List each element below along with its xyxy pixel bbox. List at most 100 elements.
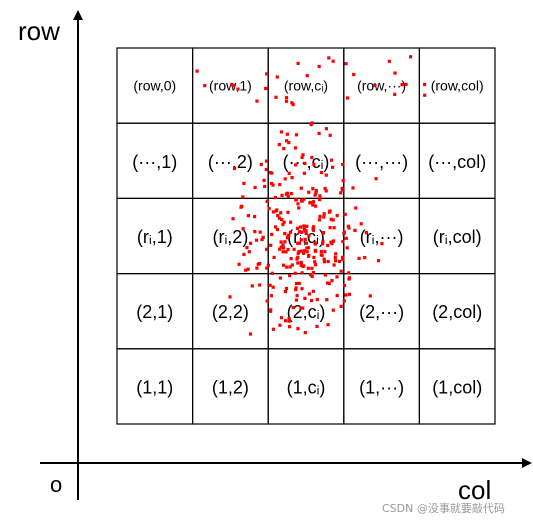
scatter-point — [301, 153, 305, 157]
scatter-point — [313, 263, 318, 267]
scatter-point — [260, 237, 264, 242]
scatter-point — [288, 230, 293, 234]
scatter-point — [241, 195, 245, 199]
scatter-point — [306, 266, 310, 270]
scatter-point — [287, 319, 291, 323]
scatter-point — [294, 298, 299, 302]
scatter-point — [279, 245, 283, 249]
scatter-point — [254, 238, 259, 242]
scatter-point — [253, 230, 257, 234]
scatter-point — [294, 286, 298, 290]
scatter-point — [335, 214, 339, 218]
scatter-point — [374, 177, 378, 181]
scatter-point — [295, 197, 299, 202]
scatter-point — [296, 261, 300, 265]
cell-label: (2,···) — [359, 302, 404, 322]
scatter-point — [307, 190, 311, 194]
scatter-point — [236, 87, 240, 91]
scatter-point — [354, 206, 358, 210]
scatter-point — [274, 209, 278, 213]
scatter-point — [275, 75, 279, 79]
scatter-point — [288, 325, 292, 329]
scatter-point — [279, 316, 284, 320]
scatter-point — [231, 217, 235, 221]
scatter-point — [313, 193, 317, 197]
scatter-point — [295, 226, 299, 230]
scatter-point — [287, 141, 291, 145]
scatter-point — [255, 99, 259, 103]
scatter-point — [269, 308, 273, 312]
scatter-point — [233, 166, 237, 170]
scatter-point — [304, 229, 308, 233]
cell-label: (rᵢ,1) — [137, 227, 173, 247]
scatter-point — [404, 82, 408, 86]
scatter-point — [373, 83, 377, 87]
scatter-point — [271, 210, 276, 214]
scatter-point — [244, 268, 248, 272]
scatter-point — [278, 276, 282, 280]
scatter-point — [294, 163, 298, 167]
scatter-point — [314, 204, 318, 208]
scatter-point — [295, 293, 299, 298]
scatter-point — [296, 241, 300, 245]
scatter-point — [195, 69, 199, 73]
scatter-point — [284, 192, 288, 196]
scatter-point — [291, 305, 295, 310]
scatter-point — [302, 249, 306, 253]
scatter-point — [347, 276, 351, 280]
scatter-point — [345, 246, 349, 250]
scatter-point — [282, 147, 286, 151]
scatter-point — [341, 162, 345, 166]
scatter-point — [321, 231, 325, 235]
scatter-point — [317, 218, 322, 222]
scatter-point — [343, 212, 347, 216]
scatter-point — [325, 281, 330, 285]
scatter-point — [351, 186, 355, 190]
scatter-point — [340, 186, 344, 190]
scatter-point — [258, 283, 262, 287]
scatter-point — [341, 257, 345, 262]
scatter-point — [269, 243, 273, 247]
scatter-point — [292, 247, 296, 251]
scatter-point — [270, 232, 274, 236]
scatter-point — [301, 306, 305, 310]
scatter-point — [357, 256, 361, 260]
scatter-point — [242, 181, 246, 185]
cell-label: (rᵢ,col) — [433, 227, 482, 247]
scatter-point — [285, 265, 289, 269]
scatter-point — [248, 332, 253, 336]
scatter-point — [294, 288, 298, 292]
scatter-point — [299, 238, 303, 242]
scatter-point — [368, 294, 372, 298]
scatter-point — [347, 271, 351, 275]
scatter-point — [281, 222, 285, 227]
scatter-point — [265, 247, 269, 251]
scatter-point — [239, 205, 243, 209]
scatter-point — [334, 259, 338, 263]
scatter-point — [271, 327, 275, 331]
scatter-point — [326, 259, 330, 264]
scatter-point — [319, 249, 323, 254]
scatter-point — [286, 210, 290, 214]
scatter-point — [310, 298, 314, 303]
origin-label: o — [50, 472, 62, 497]
scatter-point — [322, 260, 326, 264]
scatter-point — [409, 55, 413, 59]
scatter-point — [363, 256, 367, 260]
scatter-point — [334, 252, 338, 256]
scatter-point — [305, 250, 309, 254]
scatter-points — [195, 55, 427, 336]
scatter-point — [259, 162, 263, 167]
scatter-point — [331, 239, 336, 243]
scatter-point — [284, 96, 289, 100]
scatter-point — [328, 209, 332, 213]
scatter-point — [302, 225, 306, 230]
scatter-point — [274, 95, 278, 99]
scatter-point — [333, 255, 337, 260]
scatter-point — [331, 59, 335, 63]
scatter-point — [303, 331, 307, 335]
scatter-point — [246, 267, 250, 271]
scatter-point — [314, 249, 318, 253]
scatter-point — [387, 59, 391, 63]
scatter-point — [286, 247, 290, 252]
